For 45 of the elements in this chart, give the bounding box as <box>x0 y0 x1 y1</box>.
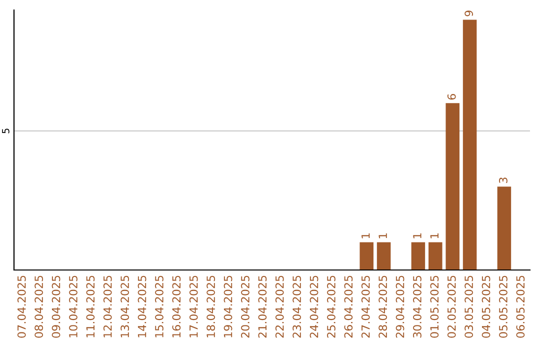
x-tick-label: 14.04.2025 <box>138 276 146 338</box>
x-tick-label: 24.04.2025 <box>310 276 318 338</box>
bar <box>376 242 391 270</box>
x-tick-label: 09.04.2025 <box>52 276 60 338</box>
x-tick-label: 23.04.2025 <box>292 276 302 338</box>
bar <box>411 242 426 270</box>
x-tick-label: 06.05.2025 <box>516 276 525 338</box>
x-tick-label: 15.04.2025 <box>155 276 164 338</box>
bar <box>428 242 442 270</box>
bar <box>462 20 477 270</box>
x-tick-label: 11.04.2025 <box>86 276 95 338</box>
x-tick-label: 30.04.2025 <box>413 276 422 338</box>
bar <box>446 103 460 270</box>
x-tick-label: 26.04.2025 <box>344 276 353 338</box>
data-label: 3 <box>499 178 508 183</box>
x-tick-label: 04.05.2025 <box>482 276 490 338</box>
data-label: 1 <box>362 233 370 238</box>
x-tick-label: 29.04.2025 <box>396 276 404 338</box>
data-label: 9 <box>464 10 474 16</box>
data-label: 1 <box>413 233 422 238</box>
x-tick-label: 13.04.2025 <box>120 276 130 338</box>
x-tick-label: 22.04.2025 <box>275 276 284 338</box>
x-tick-label: 27.04.2025 <box>361 276 370 338</box>
x-tick-label: 12.04.2025 <box>103 276 112 338</box>
data-label: 6 <box>447 94 456 100</box>
x-tick-label: 05.05.2025 <box>499 276 508 338</box>
x-tick-label: 17.04.2025 <box>189 276 198 338</box>
x-tick-label: 07.04.2025 <box>17 276 26 338</box>
bar <box>360 242 374 270</box>
x-tick-label: 16.04.2025 <box>172 276 181 338</box>
x-tick-label: 18.04.2025 <box>206 276 216 338</box>
data-label: 1 <box>430 233 438 238</box>
x-tick-label: 03.05.2025 <box>464 276 474 338</box>
x-tick-label: 28.04.2025 <box>378 276 388 338</box>
x-tick-label: 01.05.2025 <box>430 276 439 338</box>
x-tick-label: 02.05.2025 <box>447 276 456 338</box>
x-tick-label: 08.04.2025 <box>34 276 44 338</box>
x-tick-label: 19.04.2025 <box>224 276 232 338</box>
data-label: 1 <box>378 233 387 238</box>
x-tick-label: 10.04.2025 <box>69 276 78 338</box>
x-tick-label: 20.04.2025 <box>241 276 250 338</box>
x-tick-label: 21.04.2025 <box>258 276 267 338</box>
bar <box>497 186 512 270</box>
y-tick-label: 5 <box>2 128 10 134</box>
x-tick-label: 25.04.2025 <box>327 276 336 338</box>
